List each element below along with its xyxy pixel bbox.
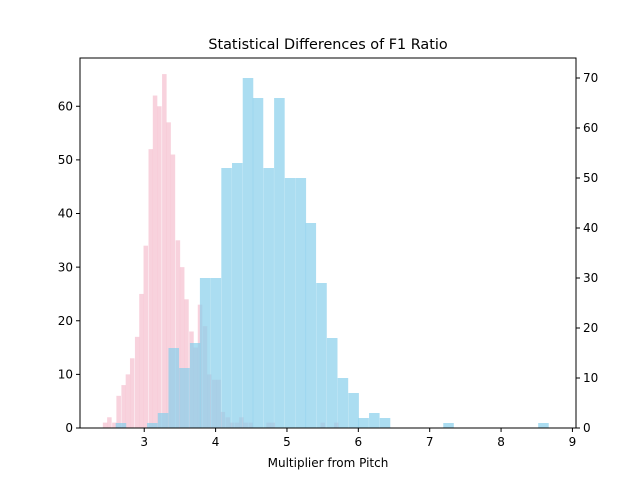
pink-bar: [162, 74, 167, 428]
blue-bar: [295, 178, 307, 428]
pink-bar: [170, 154, 176, 428]
blue-bar: [443, 423, 454, 428]
blue-bar: [263, 168, 274, 428]
x-tick-label: 4: [212, 435, 220, 449]
left-y-tick-label: 50: [58, 153, 73, 167]
x-tick-label: 9: [569, 435, 577, 449]
blue-bar: [305, 223, 317, 428]
blue-bar: [157, 413, 169, 428]
blue-series-bars: [115, 78, 549, 428]
pink-bar: [134, 336, 140, 428]
right-y-tick-label: 30: [583, 271, 598, 285]
right-y-tick-label: 40: [583, 221, 598, 235]
blue-bar: [284, 178, 296, 428]
plot-frame: [79, 57, 577, 429]
blue-bar: [189, 343, 201, 428]
blue-bar: [252, 98, 264, 428]
blue-bar: [232, 163, 243, 428]
right-y-tick-label: 60: [583, 121, 598, 135]
blue-bar: [369, 413, 380, 428]
x-tick-label: 5: [283, 435, 291, 449]
blue-bar: [337, 378, 349, 428]
pink-bar: [116, 395, 121, 428]
left-y-tick-label: 10: [58, 368, 73, 382]
pink-bar: [107, 417, 112, 428]
pink-bar: [143, 245, 149, 428]
blue-bar: [316, 283, 327, 428]
pink-bar: [175, 240, 181, 428]
left-y-tick-label: 40: [58, 207, 73, 221]
pink-bar: [125, 374, 131, 428]
left-y-axis-ticks: 0 10 20 30 40 50 60: [58, 99, 80, 435]
blue-bar: [210, 278, 222, 428]
pink-bar: [112, 422, 117, 428]
x-tick-label: 3: [140, 435, 148, 449]
blue-bar: [379, 418, 391, 428]
right-y-tick-label: 10: [583, 371, 598, 385]
pink-bar: [148, 149, 154, 428]
pink-bar: [179, 267, 185, 428]
blue-bar: [115, 423, 127, 428]
blue-bar: [358, 418, 369, 428]
pink-bar: [121, 385, 126, 428]
pink-bar: [129, 358, 135, 428]
right-y-tick-label: 50: [583, 171, 598, 185]
blue-bar: [274, 98, 285, 428]
blue-bar: [348, 393, 359, 428]
left-y-tick-label: 20: [58, 314, 73, 328]
blue-bar: [326, 338, 338, 428]
chart-title: Statistical Differences of F1 Ratio: [208, 37, 448, 53]
blue-bar: [221, 168, 232, 428]
x-axis-ticks: 3 4 5 6 7 8 9: [140, 428, 576, 449]
right-y-tick-label: 20: [583, 321, 598, 335]
right-y-tick-label: 70: [583, 71, 598, 85]
left-y-tick-label: 60: [58, 99, 73, 113]
pink-bar: [139, 293, 144, 428]
blue-bar: [242, 78, 254, 428]
left-y-tick-label: 0: [65, 421, 73, 435]
pink-bar: [102, 422, 108, 428]
pink-bar: [157, 106, 162, 428]
x-axis-label: Multiplier from Pitch: [268, 456, 389, 470]
left-y-tick-label: 30: [58, 260, 73, 274]
x-tick-label: 8: [497, 435, 505, 449]
blue-bar: [199, 278, 211, 428]
blue-bar: [168, 348, 180, 428]
pink-bar: [166, 122, 171, 428]
right-y-axis-ticks: 0 10 20 30 40 50 60 70: [576, 71, 598, 435]
pink-bar: [152, 95, 158, 428]
x-tick-label: 6: [355, 435, 363, 449]
blue-bar: [179, 368, 190, 428]
x-tick-label: 7: [426, 435, 434, 449]
blue-bar: [538, 423, 549, 428]
pink-bar: [184, 299, 189, 428]
right-y-tick-label: 0: [583, 421, 591, 435]
blue-bar: [147, 423, 158, 428]
